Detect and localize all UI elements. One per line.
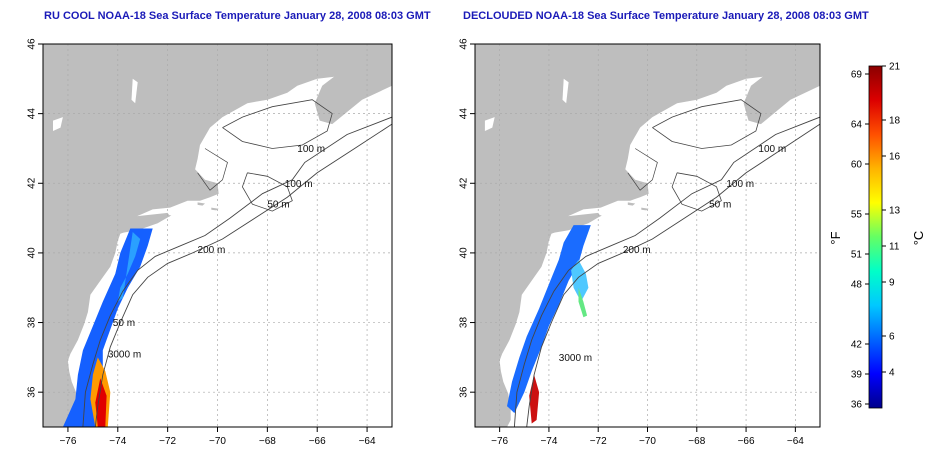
map-content: 100 m 100 m 50 m 200 m 50 m 3000 m	[43, 44, 392, 427]
sst-gulfstream-core	[95, 378, 107, 427]
contour-label: 3000 m	[108, 349, 141, 360]
land-marthas-vineyard	[197, 202, 205, 206]
x-tick-label: −76	[491, 436, 508, 447]
contour-label: 50 m	[113, 318, 135, 329]
colorbar-f-label: 51	[851, 250, 863, 261]
x-tick-label: −68	[688, 436, 705, 447]
colorbar-f-label: 64	[851, 120, 863, 131]
y-tick-label: 42	[459, 177, 470, 189]
colorbar-f-label: 55	[851, 210, 863, 221]
x-tick-label: −76	[59, 436, 76, 447]
contour-100m-coast	[627, 148, 658, 191]
contour-label: 200 m	[198, 245, 226, 256]
x-tick-label: −66	[738, 436, 755, 447]
colorbar-f-axis-label: °F	[828, 231, 843, 244]
contour-label: 3000 m	[559, 353, 592, 364]
contour-label: 50 m	[709, 200, 731, 211]
x-tick-label: −70	[639, 436, 656, 447]
x-tick-label: −70	[209, 436, 226, 447]
lake-ontario-edge	[484, 117, 495, 131]
contour-label: 50 m	[267, 200, 289, 211]
land-nova-scotia	[743, 48, 820, 125]
contour-georges-bank	[671, 172, 722, 212]
land-long-island	[117, 214, 172, 234]
colorbar-f-label: 39	[851, 370, 863, 381]
colorbar-c-axis-label: °C	[911, 231, 926, 246]
contour-label: 100 m	[758, 144, 786, 155]
y-tick-label: 38	[459, 317, 470, 329]
contour-label: 100 m	[285, 179, 313, 190]
contour-3000m	[94, 123, 392, 427]
colorbar-c-label: 11	[889, 242, 900, 253]
y-tick-label: 40	[27, 247, 38, 259]
left-map-title: RU COOL NOAA-18 Sea Surface Temperature …	[44, 10, 431, 22]
y-tick-label: 40	[459, 247, 470, 259]
x-tick-label: −72	[159, 436, 176, 447]
colorbar-c-label: 18	[889, 116, 901, 127]
x-tick-label: −66	[309, 436, 326, 447]
contour-label: 200 m	[623, 245, 651, 256]
colorbar-c-label: 21	[889, 62, 901, 73]
sst-swath-mid	[117, 232, 141, 302]
y-tick-label: 42	[27, 177, 38, 189]
colorbar-bar	[868, 65, 883, 409]
contour-georges-bank	[241, 172, 293, 212]
colorbar-f-label: 48	[851, 280, 863, 291]
contour-200m	[82, 116, 392, 427]
land-marthas-vineyard	[627, 202, 636, 206]
x-tick-label: −68	[259, 436, 276, 447]
sst-swath	[62, 228, 153, 427]
y-tick-label: 36	[459, 386, 470, 398]
colorbar-c-label: 16	[889, 152, 901, 163]
lake-champlain	[131, 78, 138, 104]
x-tick-label: −72	[590, 436, 607, 447]
land-nantucket	[211, 207, 219, 211]
y-tick-label: 44	[459, 108, 470, 120]
contour-100m-gulf	[652, 99, 762, 149]
contour-3000m	[526, 123, 820, 427]
contour-label: 100 m	[726, 179, 754, 190]
colorbar-f-label: 69	[851, 70, 863, 81]
land-mainland	[43, 44, 392, 427]
colorbar-f-label: 36	[851, 400, 863, 411]
map-content: 100 m 100 m 50 m 200 m 3000 m	[475, 44, 820, 427]
y-tick-label: 46	[459, 38, 470, 50]
contour-100m-gulf	[222, 99, 333, 149]
land-nova-scotia	[314, 47, 392, 125]
contour-200m	[513, 116, 820, 427]
lake-champlain	[562, 78, 569, 104]
sst-gulfstream	[529, 374, 540, 424]
land-mainland	[475, 44, 820, 427]
lake-ontario-edge	[53, 117, 63, 131]
x-tick-label: −74	[109, 436, 126, 447]
map-left: 100 m 100 m 50 m 200 m 50 m 3000 m −76 −74 −72 −7…	[27, 38, 393, 447]
x-tick-label: −64	[359, 436, 376, 447]
right-map-title: DECLOUDED NOAA-18 Sea Surface Temperatur…	[463, 10, 869, 22]
land-long-island	[548, 214, 602, 234]
contour-100m-coast	[197, 148, 228, 191]
colorbar-c-label: 13	[889, 206, 901, 217]
x-tick-label: −64	[787, 436, 804, 447]
land-nantucket	[641, 207, 649, 211]
sst-swath-mid	[571, 259, 589, 302]
sst-warm-filament	[578, 287, 588, 318]
y-tick-label: 46	[27, 38, 38, 50]
sst-swath	[507, 225, 591, 414]
y-tick-label: 44	[27, 108, 38, 120]
contour-label: 100 m	[297, 144, 325, 155]
colorbar-f-label: 60	[851, 160, 863, 171]
x-tick-label: −74	[540, 436, 557, 447]
y-tick-label: 36	[27, 386, 38, 398]
colorbar-c-label: 9	[889, 278, 895, 289]
y-tick-label: 38	[27, 317, 38, 329]
colorbar-c-label: 6	[889, 332, 895, 343]
colorbar-c-label: 4	[889, 368, 895, 379]
colorbar-f-label: 42	[851, 340, 863, 351]
